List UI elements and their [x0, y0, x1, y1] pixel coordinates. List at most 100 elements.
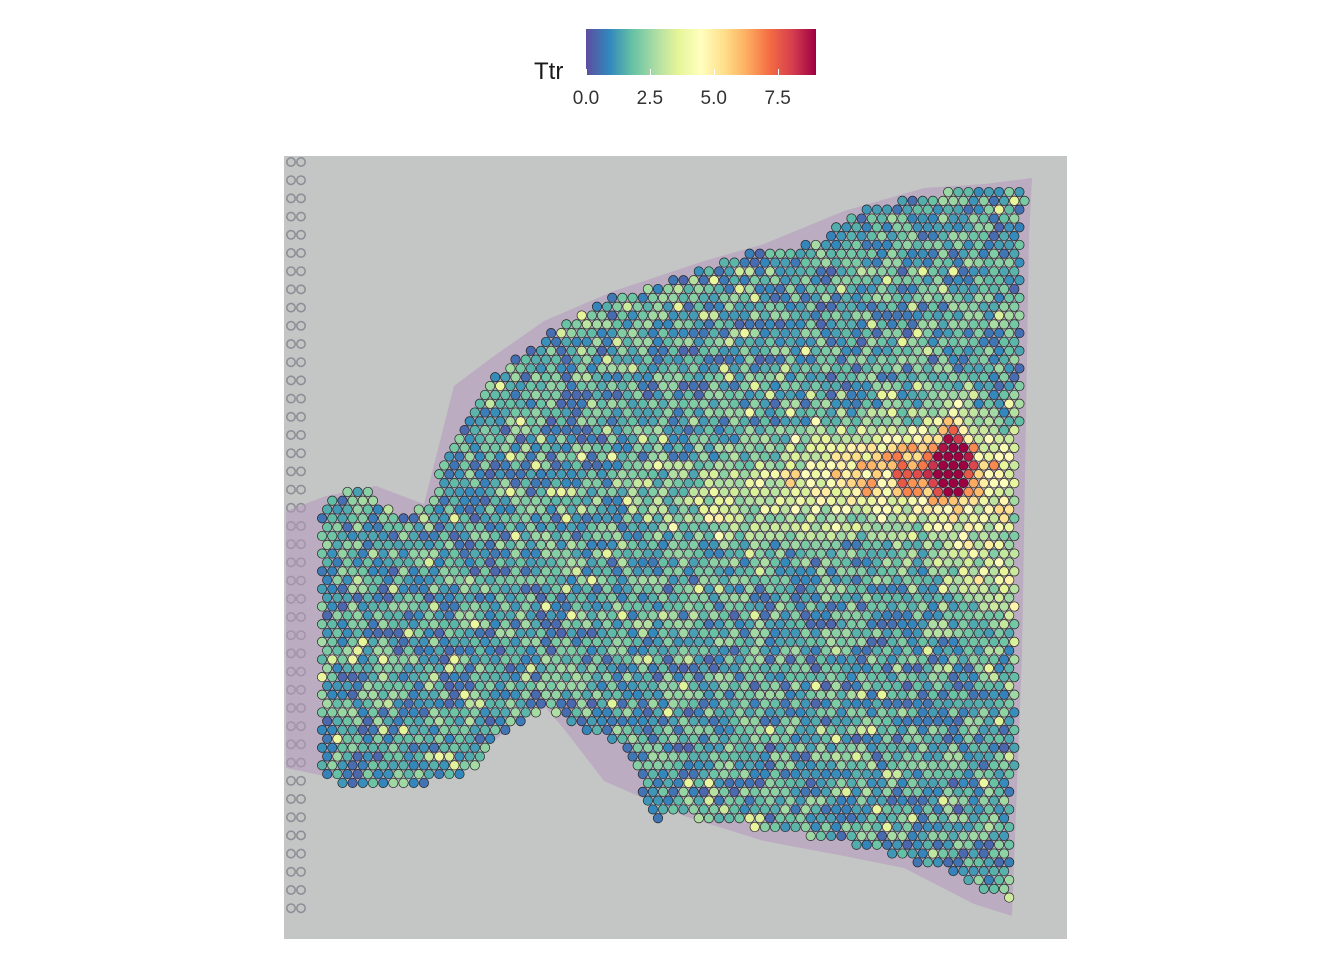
spot	[724, 530, 735, 542]
spot	[367, 601, 379, 612]
spot	[561, 601, 572, 612]
spot	[958, 848, 969, 859]
spot	[337, 513, 348, 524]
spot	[744, 460, 755, 471]
spot	[963, 627, 974, 639]
spot	[856, 654, 867, 665]
spot	[836, 760, 847, 771]
spot	[988, 672, 1000, 683]
spot	[810, 680, 821, 691]
spot	[637, 433, 648, 445]
spot	[459, 548, 470, 559]
spot	[1009, 583, 1020, 594]
spot	[988, 478, 1000, 489]
spot	[800, 663, 811, 674]
spot	[714, 672, 725, 683]
spot	[775, 389, 786, 400]
spot	[719, 786, 730, 797]
spot	[576, 680, 587, 691]
spot	[836, 830, 847, 841]
spot	[815, 583, 826, 594]
spot	[770, 663, 781, 674]
spot	[637, 698, 648, 709]
spot	[347, 777, 358, 788]
spot	[988, 601, 1000, 612]
spot	[912, 398, 923, 409]
spot	[540, 460, 552, 471]
spot	[703, 372, 714, 383]
spot	[846, 548, 857, 559]
spot	[581, 689, 592, 700]
spot	[734, 619, 745, 630]
spot	[556, 575, 567, 586]
spot	[734, 513, 745, 524]
spot	[607, 328, 618, 339]
spot	[810, 469, 821, 480]
spot	[1004, 363, 1015, 374]
spot	[780, 345, 791, 356]
fiducial-marker	[296, 175, 306, 186]
spot	[591, 372, 603, 383]
spot	[943, 680, 954, 691]
spot	[703, 319, 714, 330]
spot	[820, 416, 832, 427]
spot	[826, 795, 837, 806]
spot	[556, 592, 567, 603]
spot	[785, 301, 796, 312]
spot	[978, 478, 989, 489]
spot	[973, 663, 984, 674]
spot	[556, 610, 567, 621]
spot	[963, 857, 974, 868]
spot	[403, 645, 414, 656]
spot	[988, 724, 1000, 736]
spot	[719, 504, 730, 515]
spot	[332, 592, 343, 603]
spot	[688, 416, 699, 427]
spot	[505, 539, 516, 550]
spot	[652, 813, 664, 824]
spot	[754, 372, 765, 383]
spot	[637, 716, 648, 727]
spot	[810, 310, 821, 321]
spot	[851, 575, 862, 586]
spot	[535, 627, 547, 639]
spot	[790, 804, 801, 815]
spot	[525, 539, 536, 550]
spot	[749, 416, 760, 427]
spot	[642, 407, 653, 418]
spot	[607, 698, 618, 709]
spot	[505, 469, 516, 480]
spot	[749, 627, 760, 639]
spot	[398, 513, 409, 524]
spot	[647, 751, 658, 762]
spot	[658, 592, 669, 603]
spot	[973, 469, 984, 480]
spot	[999, 583, 1010, 594]
spot	[678, 575, 689, 586]
spot	[602, 389, 613, 400]
spot	[994, 239, 1005, 250]
spot	[887, 460, 898, 471]
spot	[800, 539, 811, 550]
spot	[749, 610, 760, 621]
spot	[485, 575, 496, 586]
spot	[887, 389, 898, 400]
spot	[810, 328, 821, 339]
spot	[820, 663, 832, 674]
spot	[764, 301, 776, 312]
spot	[790, 575, 801, 586]
spot	[607, 310, 618, 321]
spot	[586, 345, 597, 356]
spot	[739, 363, 750, 374]
spot	[673, 760, 684, 771]
spot	[561, 372, 572, 383]
spot	[367, 619, 379, 630]
spot	[871, 486, 882, 497]
spot	[739, 786, 750, 797]
spot	[327, 742, 338, 753]
spot	[678, 610, 689, 621]
spot	[831, 680, 842, 691]
spot	[714, 583, 725, 594]
spot	[571, 336, 582, 347]
spot	[917, 354, 928, 365]
